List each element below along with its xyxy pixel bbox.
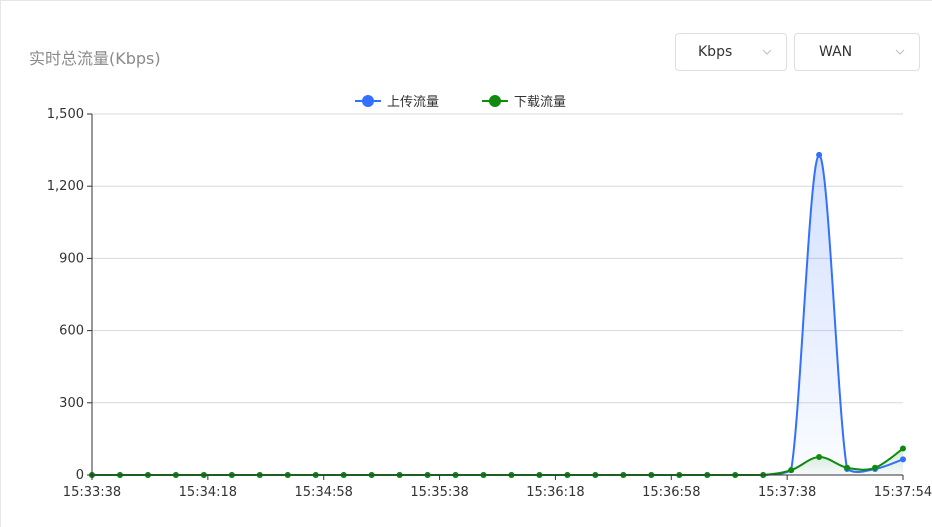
y-tick-label: 1,200 [47,179,84,194]
upload-data-point [900,456,906,463]
y-tick-label: 900 [59,251,84,266]
download-data-point [816,453,823,460]
download-data-point [900,445,906,452]
x-tick-label: 15:34:58 [295,485,353,500]
x-tick-label: 15:36:18 [526,485,584,500]
download-data-point [872,464,879,471]
legend-item-download[interactable]: 下载流量 [482,95,566,110]
x-tick-label: 15:37:54 [874,485,932,500]
legend-label: 下载流量 [514,95,566,110]
chevron-down-icon [762,49,772,55]
legend-dot-icon [362,95,374,107]
chart-title: 实时总流量(Kbps) [29,49,161,68]
download-data-point [844,464,851,471]
x-tick-label: 15:36:58 [642,485,700,500]
y-tick-label: 0 [76,468,84,483]
upload-series-line [91,153,904,476]
legend-dot-icon [489,95,501,107]
legend-item-upload[interactable]: 上传流量 [355,95,439,110]
y-tick-label: 600 [59,324,84,339]
download-series-line [91,447,904,476]
x-tick-label: 15:37:38 [758,485,816,500]
x-tick-label: 15:34:18 [179,485,237,500]
x-tick-label: 15:33:38 [63,485,121,500]
y-tick-label: 1,500 [47,107,84,122]
legend-label: 上传流量 [387,95,439,110]
chevron-down-icon [895,49,905,55]
x-tick-label: 15:35:38 [410,485,468,500]
download-data-point [788,467,795,474]
unit-select[interactable]: Kbps [675,33,787,71]
download-series-area [92,448,903,475]
unit-select-value: Kbps [698,44,733,60]
interface-select[interactable]: WAN [794,33,920,71]
upload-series-area [92,154,903,475]
interface-select-value: WAN [819,44,853,60]
y-tick-label: 300 [59,396,84,411]
upload-data-point [816,151,823,158]
